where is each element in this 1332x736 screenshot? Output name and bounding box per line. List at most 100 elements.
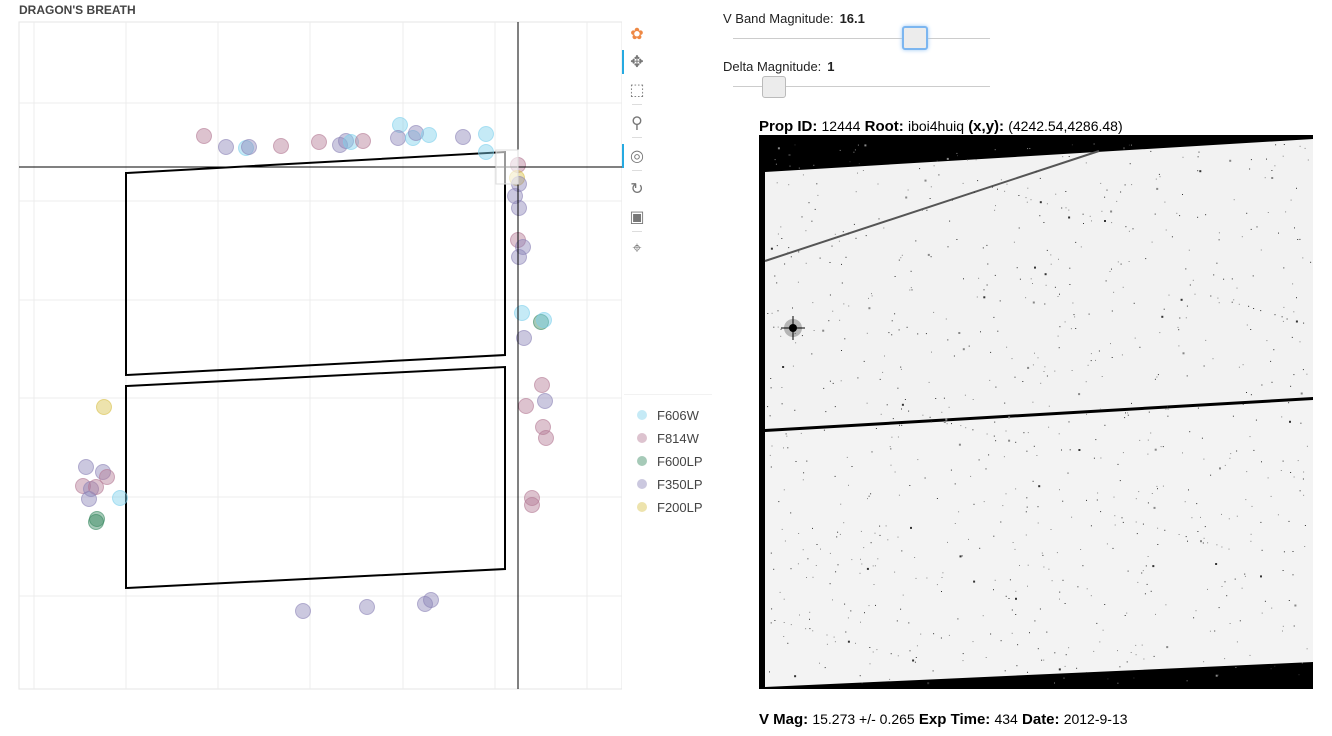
legend-item-f600lp[interactable]: F600LP <box>637 451 703 471</box>
scatter-point-f350lp[interactable] <box>423 592 439 608</box>
star-speck <box>1048 426 1050 428</box>
star-speck <box>1093 143 1095 145</box>
save-tool-icon[interactable]: ▣ <box>629 206 645 226</box>
scatter-plot[interactable] <box>0 0 622 700</box>
star-speck <box>871 295 873 297</box>
legend-item-f606w[interactable]: F606W <box>637 405 699 425</box>
star-speck <box>1255 419 1257 421</box>
scatter-point-f606w[interactable] <box>421 127 437 143</box>
star-speck <box>776 282 778 284</box>
scatter-point-f350lp[interactable] <box>359 599 375 615</box>
exposure-image[interactable] <box>759 135 1313 689</box>
scatter-point-f350lp[interactable] <box>515 239 531 255</box>
scatter-point-f350lp[interactable] <box>511 200 527 216</box>
star-speck <box>1153 655 1155 657</box>
star-speck <box>812 630 814 632</box>
scatter-point-f200lp[interactable] <box>96 399 112 415</box>
scatter-point-f606w[interactable] <box>536 312 552 328</box>
scatter-point-f814w[interactable] <box>196 128 212 144</box>
star-speck <box>841 350 842 351</box>
star-speck <box>983 296 986 299</box>
star-speck <box>1189 284 1191 286</box>
scatter-point-f606w[interactable] <box>478 126 494 142</box>
scatter-point-f350lp[interactable] <box>408 125 424 141</box>
bokeh-logo-icon[interactable]: ✿ <box>630 23 644 43</box>
scatter-point-f350lp[interactable] <box>537 393 553 409</box>
scatter-point-f350lp[interactable] <box>511 249 527 265</box>
scatter-point-f814w[interactable] <box>534 377 550 393</box>
star-speck <box>1099 408 1101 410</box>
star-speck <box>1058 258 1059 260</box>
star-speck <box>1119 480 1121 482</box>
star-speck <box>897 436 899 438</box>
star-speck <box>826 634 828 636</box>
star-speck <box>1192 279 1194 281</box>
star-speck <box>769 671 770 673</box>
reset-tool-icon[interactable]: ↻ <box>630 178 644 198</box>
star-speck <box>962 660 964 662</box>
star-speck <box>1282 460 1284 462</box>
delta-slider-track[interactable] <box>733 86 990 87</box>
scatter-point-f814w[interactable] <box>355 133 371 149</box>
scatter-point-f600lp[interactable] <box>533 314 549 330</box>
star-speck <box>1017 644 1019 646</box>
star-speck <box>1068 156 1070 157</box>
star-speck <box>1223 278 1225 280</box>
scatter-point-f350lp[interactable] <box>390 130 406 146</box>
wheel-zoom-tool-icon[interactable]: ⚲ <box>631 112 643 132</box>
scatter-point-f814w[interactable] <box>273 138 289 154</box>
star-speck <box>790 512 792 514</box>
vband-slider-track[interactable] <box>733 38 990 39</box>
star-speck <box>989 379 991 381</box>
scatter-point-f350lp[interactable] <box>507 188 523 204</box>
scatter-point-f350lp[interactable] <box>81 491 97 507</box>
scatter-point-f814w[interactable] <box>518 398 534 414</box>
scatter-point-f350lp[interactable] <box>218 139 234 155</box>
scatter-point-f814w[interactable] <box>99 469 115 485</box>
star-speck <box>1226 595 1228 597</box>
scatter-point-f600lp[interactable] <box>89 511 105 527</box>
scatter-point-f606w[interactable] <box>478 144 494 160</box>
star-speck <box>1104 196 1106 198</box>
scatter-point-f350lp[interactable] <box>241 139 257 155</box>
scatter-point-f350lp[interactable] <box>338 133 354 149</box>
star-speck <box>930 186 932 188</box>
scatter-point-f606w[interactable] <box>514 305 530 321</box>
scatter-point-f350lp[interactable] <box>516 330 532 346</box>
star-speck <box>1274 165 1276 167</box>
scatter-point-f606w[interactable] <box>392 117 408 133</box>
crosshair-tool-icon[interactable]: ⌖ <box>632 238 642 257</box>
scatter-point-f814w[interactable] <box>311 134 327 150</box>
vband-slider-handle[interactable] <box>902 26 928 50</box>
scatter-point-f606w[interactable] <box>112 490 128 506</box>
scatter-point-f350lp[interactable] <box>295 603 311 619</box>
star-speck <box>781 238 783 239</box>
scatter-point-f606w[interactable] <box>343 134 359 150</box>
delta-slider-handle[interactable] <box>762 76 786 98</box>
legend-item-f350lp[interactable]: F350LP <box>637 474 703 494</box>
scatter-point-f606w[interactable] <box>405 130 421 146</box>
star-speck <box>1158 173 1160 175</box>
star-speck <box>1029 632 1030 634</box>
star-speck <box>788 247 790 249</box>
scatter-point-f814w[interactable] <box>88 479 104 495</box>
star-speck <box>774 159 776 161</box>
star-speck <box>897 655 899 657</box>
star-speck <box>1303 322 1305 324</box>
star-speck <box>780 328 782 330</box>
star-speck <box>776 245 778 247</box>
legend-item-f814w[interactable]: F814W <box>637 428 699 448</box>
scatter-point-f814w[interactable] <box>524 497 540 513</box>
star-speck <box>846 456 848 458</box>
scatter-point-f350lp[interactable] <box>455 129 471 145</box>
tap-tool-icon[interactable]: ◎ <box>622 144 648 168</box>
pan-tool-icon[interactable]: ✥ <box>622 50 648 74</box>
scatter-point-f350lp[interactable] <box>78 459 94 475</box>
star-speck <box>1005 595 1007 597</box>
legend-item-f200lp[interactable]: F200LP <box>637 497 703 517</box>
scatter-point-f814w[interactable] <box>538 430 554 446</box>
box-zoom-tool-icon[interactable]: ⬚ <box>629 79 645 99</box>
star-speck <box>1134 337 1136 339</box>
star-speck <box>1132 228 1134 230</box>
star-speck <box>774 275 776 277</box>
